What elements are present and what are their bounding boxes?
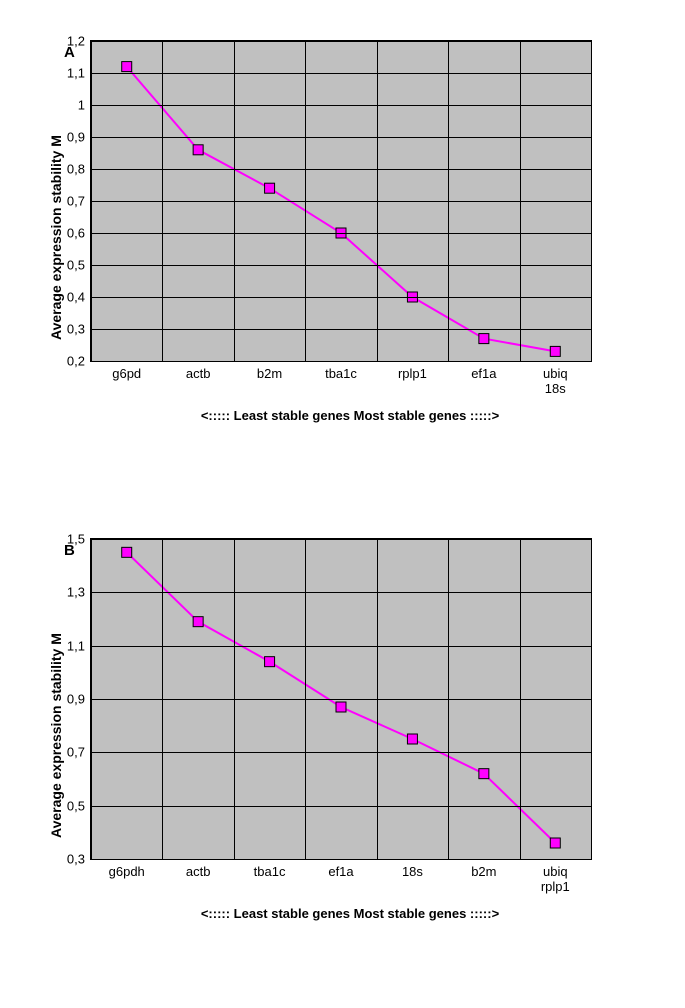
gridline-vertical [91, 41, 92, 361]
panel-b-caption: <::::: Least stable genes Most stable ge… [30, 906, 670, 921]
series-marker [550, 838, 560, 848]
gridline-horizontal [91, 329, 591, 330]
ytick-label: 0,3 [67, 322, 85, 337]
series-marker [193, 145, 203, 155]
panel-b-plot-area: 0,30,50,70,91,11,31,5g6pdhactbtba1cef1a1… [90, 538, 592, 860]
gridline-vertical [377, 539, 378, 859]
panel-a-chart: 0,20,30,40,50,60,70,80,911,11,2g6pdactbb… [90, 40, 670, 362]
gridline-horizontal [91, 592, 591, 593]
ytick-label: 0,7 [67, 745, 85, 760]
xtick-label: tba1c [325, 367, 357, 382]
gridline-vertical [520, 41, 521, 361]
series-marker [193, 617, 203, 627]
series-marker [550, 346, 560, 356]
series-marker [122, 62, 132, 72]
ytick-label: 1,2 [67, 34, 85, 49]
series-marker [479, 769, 489, 779]
xtick-label: b2m [471, 865, 496, 880]
gridline-horizontal [91, 169, 591, 170]
xtick-label: actb [186, 367, 211, 382]
gridline-horizontal [91, 105, 591, 106]
gridline-vertical [591, 41, 592, 361]
panel-a-plot-area: 0,20,30,40,50,60,70,80,911,11,2g6pdactbb… [90, 40, 592, 362]
gridline-horizontal [91, 41, 591, 42]
gridline-horizontal [91, 859, 591, 860]
gridline-horizontal [91, 361, 591, 362]
gridline-horizontal [91, 646, 591, 647]
ytick-label: 0,2 [67, 354, 85, 369]
xtick-label: g6pd [112, 367, 141, 382]
xtick-label: tba1c [254, 865, 286, 880]
ytick-label: 0,9 [67, 130, 85, 145]
gridline-vertical [591, 539, 592, 859]
series-marker [336, 702, 346, 712]
ytick-label: 0,8 [67, 162, 85, 177]
xtick-label: actb [186, 865, 211, 880]
series-marker [122, 547, 132, 557]
ytick-label: 1,3 [67, 585, 85, 600]
xtick-label: ubiqrplp1 [541, 865, 570, 895]
series-line [127, 552, 556, 843]
gridline-vertical [377, 41, 378, 361]
series-marker [407, 734, 417, 744]
gridline-vertical [234, 539, 235, 859]
page: A Average expression stability M 0,20,30… [0, 0, 685, 968]
gridline-horizontal [91, 201, 591, 202]
ytick-label: 0,6 [67, 226, 85, 241]
ytick-label: 0,5 [67, 258, 85, 273]
series-marker [479, 334, 489, 344]
gridline-horizontal [91, 539, 591, 540]
series-line [127, 67, 556, 352]
xtick-label: ubiq18s [543, 367, 568, 397]
ytick-label: 1,1 [67, 66, 85, 81]
gridline-vertical [91, 539, 92, 859]
gridline-vertical [448, 41, 449, 361]
gridline-horizontal [91, 699, 591, 700]
series-marker [265, 183, 275, 193]
gridline-vertical [234, 41, 235, 361]
xtick-label: b2m [257, 367, 282, 382]
gridline-horizontal [91, 137, 591, 138]
xtick-label: ef1a [471, 367, 496, 382]
ytick-label: 0,3 [67, 852, 85, 867]
series-marker [265, 657, 275, 667]
panel-a-caption: <::::: Least stable genes Most stable ge… [30, 408, 670, 423]
gridline-vertical [162, 41, 163, 361]
panel-b-ylabel: Average expression stability M [48, 633, 64, 838]
xtick-label: 18s [402, 865, 423, 880]
gridline-horizontal [91, 752, 591, 753]
xtick-label: g6pdh [109, 865, 145, 880]
gridline-horizontal [91, 233, 591, 234]
ytick-label: 0,7 [67, 194, 85, 209]
ytick-label: 1,1 [67, 638, 85, 653]
gridline-vertical [305, 41, 306, 361]
xtick-label: ef1a [328, 865, 353, 880]
ytick-label: 1,5 [67, 532, 85, 547]
gridline-vertical [305, 539, 306, 859]
gridline-vertical [520, 539, 521, 859]
panel-b: B Average expression stability M 0,30,50… [30, 538, 670, 1008]
gridline-horizontal [91, 806, 591, 807]
gridline-horizontal [91, 265, 591, 266]
gridline-horizontal [91, 297, 591, 298]
gridline-vertical [448, 539, 449, 859]
ytick-label: 1 [78, 98, 85, 113]
panel-a-ylabel: Average expression stability M [48, 135, 64, 340]
xtick-label: rplp1 [398, 367, 427, 382]
ytick-label: 0,4 [67, 290, 85, 305]
ytick-label: 0,5 [67, 798, 85, 813]
panel-b-chart: 0,30,50,70,91,11,31,5g6pdhactbtba1cef1a1… [90, 538, 670, 860]
panel-a: A Average expression stability M 0,20,30… [30, 40, 670, 510]
ytick-label: 0,9 [67, 692, 85, 707]
gridline-horizontal [91, 73, 591, 74]
gridline-vertical [162, 539, 163, 859]
